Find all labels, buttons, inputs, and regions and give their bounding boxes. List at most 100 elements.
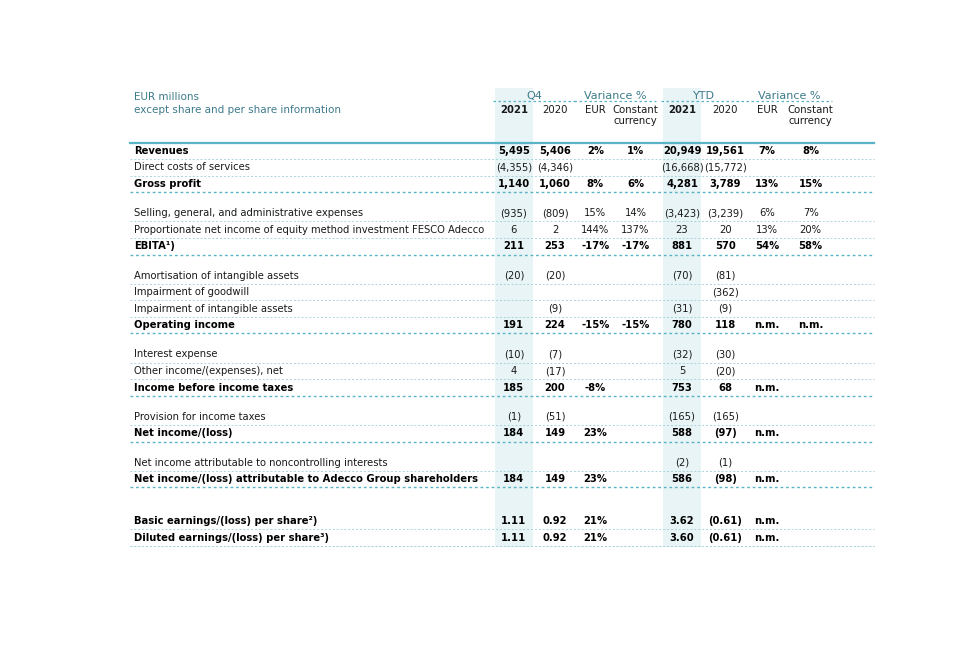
Text: (32): (32) — [672, 349, 692, 359]
Text: 20: 20 — [719, 224, 732, 234]
Text: (4,355): (4,355) — [496, 162, 532, 172]
Text: except share and per share information: except share and per share information — [134, 105, 341, 115]
Text: 15%: 15% — [799, 179, 823, 189]
Text: Constant
currency: Constant currency — [612, 105, 659, 126]
Text: 3.60: 3.60 — [669, 533, 695, 542]
Text: (3,423): (3,423) — [664, 208, 700, 218]
Text: (81): (81) — [715, 271, 736, 281]
Text: (165): (165) — [712, 412, 739, 422]
Text: Revenues: Revenues — [134, 146, 188, 156]
Text: EUR: EUR — [585, 105, 606, 115]
Text: 0.92: 0.92 — [543, 533, 567, 542]
Text: n.m.: n.m. — [798, 320, 823, 330]
Text: 6%: 6% — [627, 179, 644, 189]
Text: 13%: 13% — [757, 224, 778, 234]
Text: 137%: 137% — [621, 224, 650, 234]
Text: 149: 149 — [544, 428, 565, 438]
Bar — [495, 88, 533, 547]
Text: Basic earnings/(loss) per share²): Basic earnings/(loss) per share²) — [134, 516, 318, 526]
Text: (0.61): (0.61) — [709, 533, 743, 542]
Text: 8%: 8% — [803, 146, 819, 156]
Text: 185: 185 — [504, 383, 524, 393]
Text: -17%: -17% — [621, 241, 650, 251]
Text: 144%: 144% — [581, 224, 610, 234]
Text: 588: 588 — [671, 428, 693, 438]
Text: 881: 881 — [671, 241, 693, 251]
Text: 15%: 15% — [584, 208, 607, 218]
Text: 586: 586 — [671, 474, 693, 484]
Text: -17%: -17% — [581, 241, 610, 251]
Text: 753: 753 — [671, 383, 693, 393]
Text: 7%: 7% — [803, 208, 818, 218]
Text: 21%: 21% — [583, 533, 608, 542]
Text: (20): (20) — [715, 366, 736, 376]
Text: EUR millions: EUR millions — [134, 92, 199, 102]
Text: n.m.: n.m. — [755, 516, 780, 526]
Text: 2020: 2020 — [542, 105, 567, 115]
Text: 200: 200 — [545, 383, 565, 393]
Text: (3,239): (3,239) — [708, 208, 744, 218]
Text: 4,281: 4,281 — [666, 179, 698, 189]
Text: Impairment of goodwill: Impairment of goodwill — [134, 287, 249, 297]
Text: Operating income: Operating income — [134, 320, 235, 330]
Text: Net income attributable to noncontrolling interests: Net income attributable to noncontrollin… — [134, 458, 388, 468]
Text: Constant
currency: Constant currency — [788, 105, 834, 126]
Text: 5,406: 5,406 — [539, 146, 571, 156]
Text: 780: 780 — [671, 320, 693, 330]
Text: 1.11: 1.11 — [501, 516, 526, 526]
Text: 8%: 8% — [587, 179, 604, 189]
Text: Interest expense: Interest expense — [134, 349, 218, 359]
Text: Provision for income taxes: Provision for income taxes — [134, 412, 266, 422]
Text: 570: 570 — [715, 241, 736, 251]
Text: Q4: Q4 — [526, 91, 542, 101]
Text: 2020: 2020 — [712, 105, 738, 115]
Text: 1,140: 1,140 — [498, 179, 530, 189]
Text: 7%: 7% — [759, 146, 776, 156]
Text: 58%: 58% — [799, 241, 823, 251]
Text: (935): (935) — [501, 208, 527, 218]
Text: EBITA¹): EBITA¹) — [134, 241, 175, 251]
Text: 68: 68 — [718, 383, 732, 393]
Text: (1): (1) — [507, 412, 521, 422]
Text: 184: 184 — [504, 428, 524, 438]
Bar — [662, 88, 702, 547]
Text: Direct costs of services: Direct costs of services — [134, 162, 250, 172]
Text: (9): (9) — [548, 304, 562, 314]
Text: (4,346): (4,346) — [537, 162, 573, 172]
Text: 20,949: 20,949 — [662, 146, 702, 156]
Text: 0.92: 0.92 — [543, 516, 567, 526]
Text: 19,561: 19,561 — [706, 146, 745, 156]
Text: 1,060: 1,060 — [539, 179, 570, 189]
Text: 3,789: 3,789 — [710, 179, 741, 189]
Text: (16,668): (16,668) — [661, 162, 704, 172]
Text: 191: 191 — [504, 320, 524, 330]
Text: (809): (809) — [542, 208, 568, 218]
Text: 4: 4 — [511, 366, 517, 376]
Text: (165): (165) — [668, 412, 696, 422]
Text: Gross profit: Gross profit — [134, 179, 201, 189]
Text: Selling, general, and administrative expenses: Selling, general, and administrative exp… — [134, 208, 364, 218]
Text: YTD: YTD — [693, 91, 714, 101]
Text: 23%: 23% — [583, 428, 608, 438]
Text: (30): (30) — [715, 349, 736, 359]
Text: n.m.: n.m. — [755, 428, 780, 438]
Text: 23: 23 — [676, 224, 688, 234]
Text: (70): (70) — [672, 271, 692, 281]
Text: (362): (362) — [712, 287, 739, 297]
Text: (31): (31) — [672, 304, 692, 314]
Text: Net income/(loss): Net income/(loss) — [134, 428, 232, 438]
Text: 54%: 54% — [756, 241, 779, 251]
Text: (9): (9) — [718, 304, 732, 314]
Text: 14%: 14% — [624, 208, 647, 218]
Text: Other income/(expenses), net: Other income/(expenses), net — [134, 366, 283, 376]
Text: 184: 184 — [504, 474, 524, 484]
Text: Amortisation of intangible assets: Amortisation of intangible assets — [134, 271, 299, 281]
Text: 20%: 20% — [800, 224, 821, 234]
Text: -15%: -15% — [621, 320, 650, 330]
Text: -15%: -15% — [581, 320, 610, 330]
Text: Diluted earnings/(loss) per share³): Diluted earnings/(loss) per share³) — [134, 533, 329, 542]
Text: 5,495: 5,495 — [498, 146, 530, 156]
Text: (0.61): (0.61) — [709, 516, 743, 526]
Text: Variance %: Variance % — [758, 91, 820, 101]
Text: 13%: 13% — [756, 179, 779, 189]
